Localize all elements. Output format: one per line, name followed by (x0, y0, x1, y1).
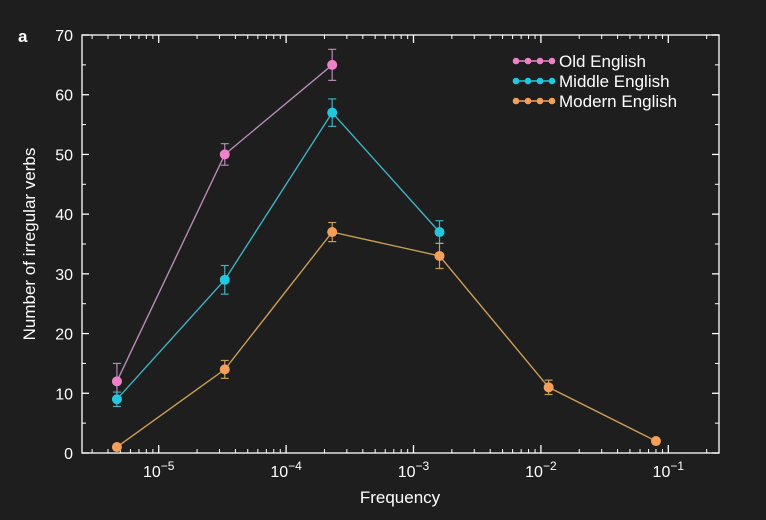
x-tick-label: 10−1 (653, 459, 685, 481)
y-tick-label: 50 (55, 147, 73, 164)
legend-label: Old English (559, 52, 646, 71)
legend-swatch-dot (512, 97, 520, 105)
legend-swatch-dot (512, 57, 520, 65)
data-point (111, 394, 122, 405)
data-point (327, 59, 338, 70)
panel-label: a (18, 27, 28, 46)
x-tick-label: 10−3 (398, 459, 430, 481)
data-point (543, 382, 554, 393)
x-tick-label: 10−2 (525, 459, 557, 481)
data-point (219, 149, 230, 160)
y-tick-label: 0 (64, 446, 73, 463)
legend-swatch-dot (548, 57, 556, 65)
x-tick-label: 10−4 (270, 459, 302, 481)
data-point (434, 227, 445, 238)
legend-label: Middle English (559, 72, 670, 91)
data-point (434, 250, 445, 261)
y-tick-label: 70 (55, 28, 73, 45)
x-axis: 10−5 10−4 10−3 10−2 10−1 (91, 35, 708, 481)
y-axis: 0 10 20 30 40 50 60 70 (55, 28, 719, 463)
legend-swatch-dot (524, 97, 532, 105)
data-point (219, 364, 230, 375)
y-tick-label: 30 (55, 267, 73, 284)
legend-swatch-dot (536, 97, 544, 105)
x-tick-label: 10−5 (143, 459, 175, 481)
x-axis-label: Frequency (360, 488, 441, 507)
data-point (219, 274, 230, 285)
legend-swatch-dot (548, 97, 556, 105)
y-tick-label: 10 (55, 386, 73, 403)
legend-swatch-dot (536, 77, 544, 85)
y-tick-label: 20 (55, 327, 73, 344)
data-point (327, 107, 338, 118)
data-point (327, 227, 338, 238)
data-series (111, 48, 661, 453)
legend-swatch-dot (524, 77, 532, 85)
y-axis-label: Number of irregular verbs (20, 148, 39, 341)
legend-label: Modern English (559, 92, 677, 111)
data-point (111, 376, 122, 387)
data-point (111, 442, 122, 453)
legend-swatch-dot (548, 77, 556, 85)
legend-swatch-dot (512, 77, 520, 85)
legend-swatch-dot (536, 57, 544, 65)
y-tick-label: 40 (55, 207, 73, 224)
series-line (116, 231, 657, 448)
y-tick-label: 60 (55, 88, 73, 105)
data-point (650, 436, 661, 447)
legend-swatch-dot (524, 57, 532, 65)
series-line (116, 111, 441, 400)
